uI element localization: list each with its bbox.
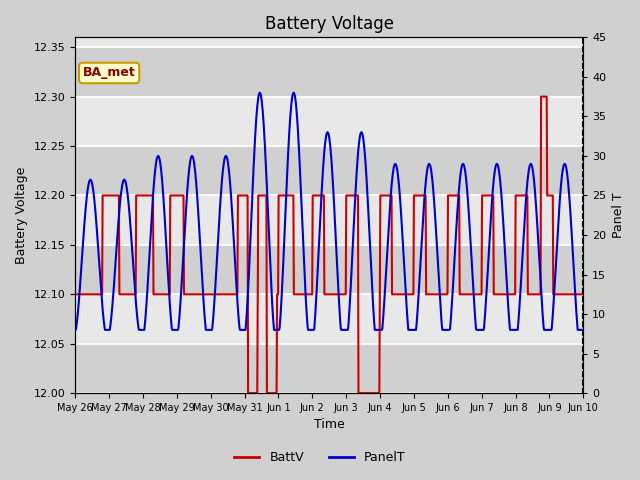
X-axis label: Time: Time (314, 419, 344, 432)
Bar (75, 344, 583, 393)
Bar (75, 146, 583, 195)
Text: BA_met: BA_met (83, 66, 136, 80)
Y-axis label: Panel T: Panel T (612, 192, 625, 238)
Legend: BattV, PanelT: BattV, PanelT (229, 446, 411, 469)
Bar (75, 245, 583, 294)
Y-axis label: Battery Voltage: Battery Voltage (15, 167, 28, 264)
Bar (75, 47, 583, 96)
Title: Battery Voltage: Battery Voltage (265, 15, 394, 33)
